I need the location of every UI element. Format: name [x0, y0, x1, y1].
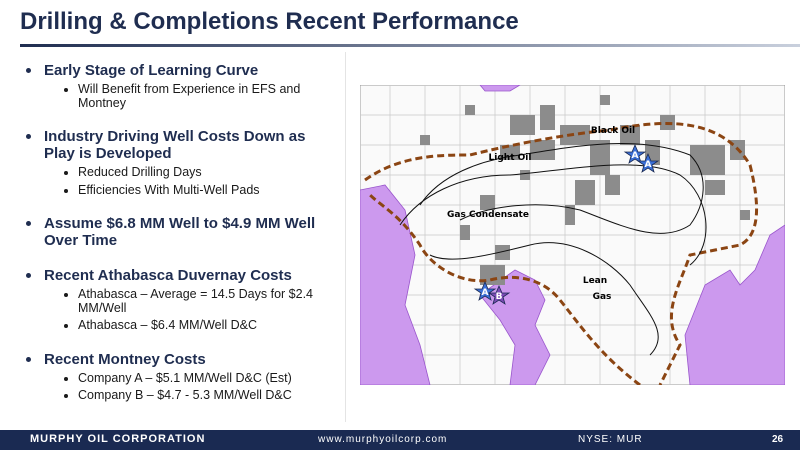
bullet-dot	[64, 171, 68, 175]
bullet-dot	[26, 273, 31, 278]
contours	[399, 142, 707, 356]
sub-bullet-text: Athabasca – Average = 14.5 Days for $2.4…	[78, 287, 313, 315]
sub-bullet: Athabasca – Average = 14.5 Days for $2.4…	[62, 287, 326, 315]
bullet-item: Industry Driving Well Costs Down as Play…	[26, 128, 326, 197]
bullet-dot	[26, 356, 31, 362]
markers	[473, 143, 660, 305]
bullet-item: Recent Athabasca Duvernay Costs Athabasca…	[26, 267, 326, 333]
sub-bullet-text: Will Benefit from Experience in EFS and …	[78, 82, 301, 110]
footer: MURPHY OIL CORPORATION www.murphyoilcorp…	[0, 430, 800, 450]
sub-bullet: Efficiencies With Multi-Well Pads	[62, 182, 326, 198]
bullet-text: Early Stage of Learning Curve	[44, 62, 259, 79]
sub-bullet-text: Athabasca – $6.4 MM/Well D&C	[78, 318, 258, 332]
ticker: NYSE: MUR	[578, 434, 643, 445]
bullet-text: Recent Montney Costs	[44, 350, 206, 368]
play-map: Black Oil Light Oil Gas Condensate Lean …	[360, 85, 785, 385]
marker-label: A	[482, 288, 489, 298]
bullet-dot	[26, 68, 31, 73]
sub-bullet: Will Benefit from Experience in EFS and …	[62, 82, 326, 110]
bullet-dot	[26, 221, 31, 226]
bullet-dot	[64, 324, 68, 328]
bullet-item: Assume $6.8 MM Well to $4.9 MM Well Over…	[26, 215, 326, 249]
zone-label: Gas	[593, 292, 612, 302]
bullet-item: Recent Montney Costs Company A – $5.1 MM/…	[26, 351, 326, 403]
bullet-text: Industry Driving Well Costs Down as Play…	[44, 128, 306, 162]
play-boundary	[364, 121, 759, 385]
bullet-dot	[64, 88, 68, 92]
slide-title: Drilling & Completions Recent Performanc…	[20, 8, 519, 35]
sub-bullet-text: Company B – $4.7 - 5.3 MM/Well D&C	[78, 388, 292, 402]
marker-label: A	[645, 160, 652, 170]
divider	[345, 52, 346, 422]
sub-bullet-text: Company A – $5.1 MM/Well D&C (Est)	[78, 370, 292, 385]
zone-label: Lean	[583, 276, 607, 286]
bullet-dot	[64, 394, 68, 398]
zone-label: Light Oil	[489, 153, 532, 163]
bullet-dot	[64, 293, 68, 297]
bullet-list: Early Stage of Learning Curve Will Benefi…	[26, 62, 326, 403]
sub-bullet-text: Reduced Drilling Days	[78, 165, 202, 179]
page-number: 26	[772, 434, 784, 445]
zone-label: Gas Condensate	[447, 210, 529, 220]
sub-bullet: Company B – $4.7 - 5.3 MM/Well D&C	[62, 388, 326, 403]
bullet-dot	[64, 376, 68, 381]
bullet-dot	[64, 188, 68, 193]
title-rule	[20, 44, 800, 47]
bullet-text: Assume $6.8 MM Well to $4.9 MM Well Over…	[44, 215, 316, 249]
bullet-text: Recent Athabasca Duvernay Costs	[44, 267, 292, 284]
sub-bullet: Reduced Drilling Days	[62, 165, 326, 180]
sub-bullet-text: Efficiencies With Multi-Well Pads	[78, 182, 260, 197]
bullet-dot	[26, 134, 31, 139]
sub-bullet: Company A – $5.1 MM/Well D&C (Est)	[62, 370, 326, 386]
sub-bullet: Athabasca – $6.4 MM/Well D&C	[62, 318, 326, 333]
bullet-item: Early Stage of Learning Curve Will Benefi…	[26, 62, 326, 110]
marker-label: B	[496, 292, 503, 302]
website: www.murphyoilcorp.com	[318, 434, 448, 445]
company-name: MURPHY OIL CORPORATION	[30, 433, 206, 445]
zone-label: Black Oil	[591, 126, 635, 136]
marker-label: A	[632, 151, 639, 161]
